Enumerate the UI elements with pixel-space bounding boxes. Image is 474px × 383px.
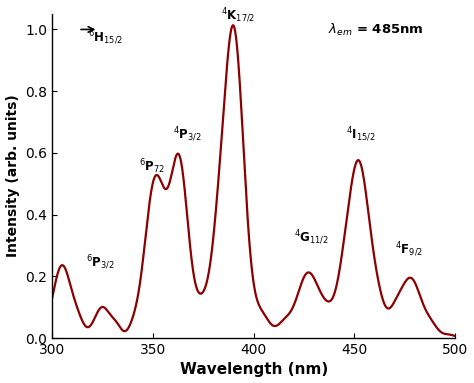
Text: $^4$I$_{15/2}$: $^4$I$_{15/2}$ — [346, 125, 376, 144]
Text: $^6$H$_{15/2}$: $^6$H$_{15/2}$ — [88, 29, 123, 47]
Text: $^4$G$_{11/2}$: $^4$G$_{11/2}$ — [294, 229, 329, 247]
Y-axis label: Intensity (arb. units): Intensity (arb. units) — [6, 95, 19, 257]
Text: $\lambda_{em}$ = 485nm: $\lambda_{em}$ = 485nm — [328, 22, 424, 38]
Text: $^4$F$_{9/2}$: $^4$F$_{9/2}$ — [395, 241, 423, 259]
Text: $^4$K$_{17/2}$: $^4$K$_{17/2}$ — [221, 7, 256, 25]
Text: $^6$P$_{3/2}$: $^6$P$_{3/2}$ — [86, 254, 115, 272]
Text: $^4$P$_{3/2}$: $^4$P$_{3/2}$ — [173, 125, 201, 144]
X-axis label: Wavelength (nm): Wavelength (nm) — [180, 362, 328, 377]
Text: $^6$P$_{72}$: $^6$P$_{72}$ — [139, 157, 165, 176]
